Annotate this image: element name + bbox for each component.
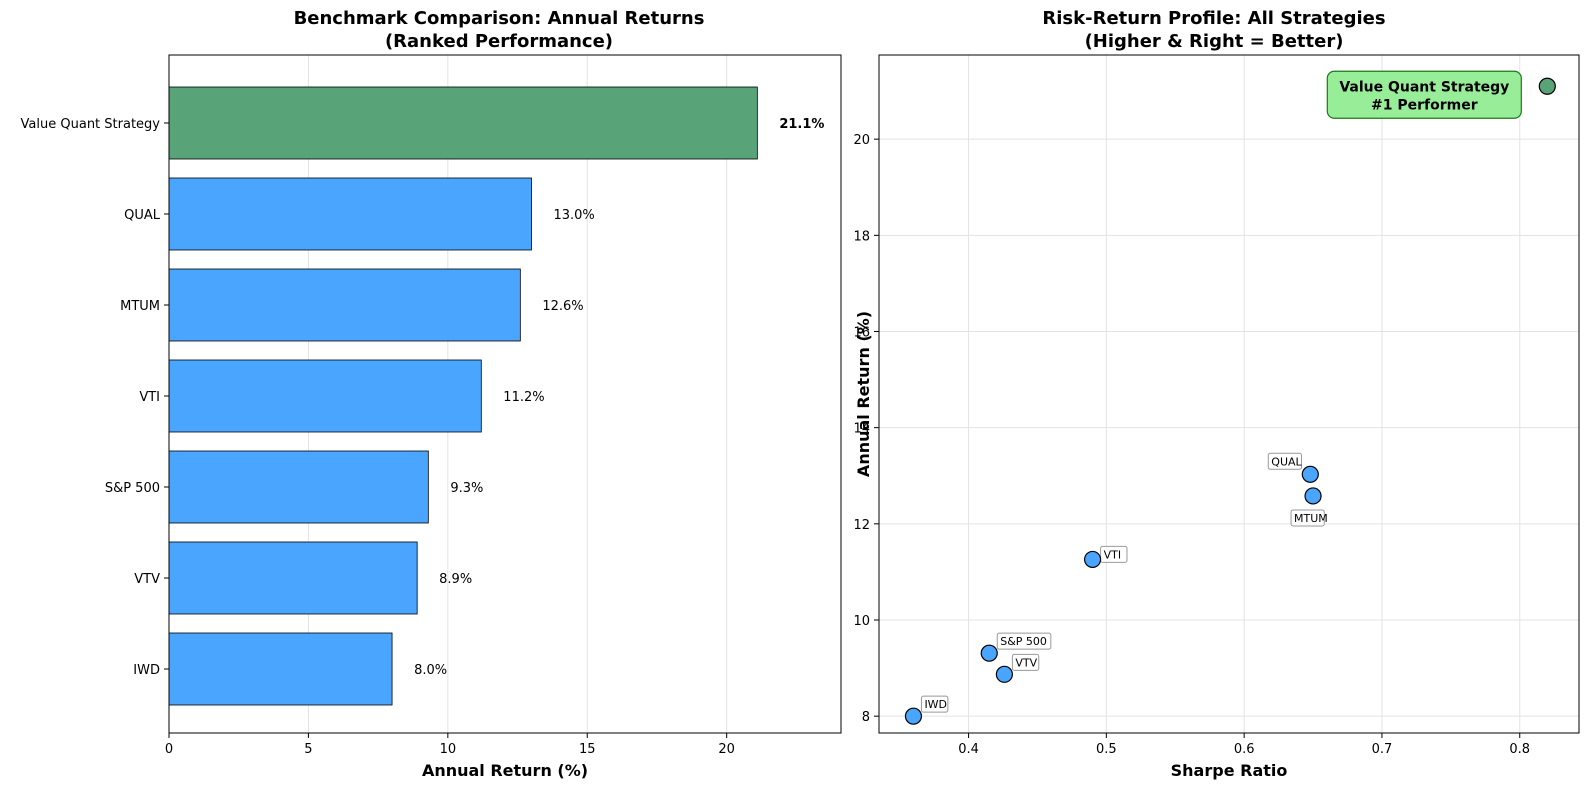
scatter-chart-x-tick-label: 0.7 <box>1372 742 1393 757</box>
bar-value-label: 9.3% <box>450 481 483 496</box>
bar <box>168 86 758 160</box>
bar <box>168 359 482 433</box>
bar <box>168 177 532 251</box>
annotation-text-line1: Value Quant Strategy <box>1339 79 1509 95</box>
scatter-chart-plot-frame <box>878 54 1580 734</box>
scatter-point-label-box <box>996 632 1052 650</box>
bar-chart-x-tick-label: 0 <box>165 742 173 757</box>
scatter-point-label: QUAL <box>1267 452 1303 470</box>
bar-chart-plot-frame <box>168 54 842 734</box>
scatter-chart-y-axis-label: Annual Return (%) <box>854 311 873 477</box>
scatter-chart-y-tick-label: 20 <box>853 133 870 148</box>
scatter-chart-x-tick-label: 0.5 <box>1096 742 1117 757</box>
bar-chart-x-tick-label: 20 <box>718 742 735 757</box>
scatter-point-label: S&P 500 <box>996 632 1052 650</box>
scatter-point-label-text: VTI <box>1104 548 1122 561</box>
scatter-point-label-box <box>920 695 949 713</box>
scatter-point-label-box <box>1011 653 1040 671</box>
bar-value-label: 8.0% <box>414 663 447 678</box>
scatter-chart-title-line2: (Higher & Right = Better) <box>1085 31 1344 52</box>
bar-value-label: 13.0% <box>553 208 594 223</box>
scatter-chart-y-tick-label: 12 <box>853 518 870 533</box>
bar-chart-title-line2: (Ranked Performance) <box>385 31 613 52</box>
scatter-point <box>904 707 923 725</box>
annotation-box <box>1326 70 1522 119</box>
bar-chart-category-label: S&P 500 <box>105 481 160 496</box>
scatter-point-label: VTV <box>1011 653 1040 671</box>
scatter-point <box>1304 487 1322 505</box>
scatter-point-label-box <box>1100 545 1128 563</box>
scatter-point <box>1301 465 1319 483</box>
bar <box>168 450 429 524</box>
bar <box>168 268 521 342</box>
scatter-point-label-text: S&P 500 <box>1000 635 1047 648</box>
annotation-text-line2: #1 Performer <box>1371 97 1478 113</box>
bar-chart-title-line1: Benchmark Comparison: Annual Returns <box>294 8 705 29</box>
scatter-point-label-text: VTV <box>1015 656 1037 669</box>
bar <box>168 632 393 706</box>
bar-value-label: 12.6% <box>542 299 583 314</box>
bar-chart-x-axis-label: Annual Return (%) <box>422 761 588 780</box>
bar-value-label: 21.1% <box>779 117 824 132</box>
bar-chart-x-tick-label: 5 <box>304 742 312 757</box>
bar-chart-category-label: VTI <box>139 390 160 405</box>
scatter-point <box>980 644 998 662</box>
bar-chart-x-tick-label: 10 <box>440 742 457 757</box>
bar-chart-category-label: Value Quant Strategy <box>21 117 161 132</box>
scatter-chart-x-axis-label: Sharpe Ratio <box>1171 761 1288 780</box>
scatter-point-label: VTI <box>1100 545 1128 563</box>
bar-chart-category-label: IWD <box>133 663 160 678</box>
scatter-chart-x-tick-label: 0.4 <box>958 742 979 757</box>
bar-value-label: 8.9% <box>439 572 472 587</box>
scatter-chart-y-tick-label: 16 <box>853 325 870 340</box>
scatter-point-label: IWD <box>920 695 949 713</box>
bar-value-label: 11.2% <box>503 390 544 405</box>
bar-chart-category-label: MTUM <box>120 299 160 314</box>
bar <box>168 541 418 615</box>
scatter-point <box>995 665 1013 683</box>
scatter-point-label: MTUM <box>1290 509 1328 527</box>
scatter-point-label-text: QUAL <box>1271 455 1302 468</box>
scatter-point-label-text: IWD <box>924 698 947 711</box>
scatter-point <box>1538 77 1556 95</box>
scatter-point-label-box <box>1290 509 1325 527</box>
scatter-chart-x-tick-label: 0.6 <box>1234 742 1255 757</box>
scatter-chart-title-line1: Risk-Return Profile: All Strategies <box>1042 8 1385 29</box>
scatter-chart-panel: Risk-Return Profile: All Strategies (Hig… <box>853 8 1580 780</box>
scatter-chart-x-tick-label: 0.8 <box>1509 742 1530 757</box>
scatter-point-label-text: MTUM <box>1294 512 1328 525</box>
bar-chart-panel: Benchmark Comparison: Annual Returns (Ra… <box>21 8 842 780</box>
scatter-chart-y-tick-label: 18 <box>853 229 870 244</box>
bar-chart-category-label: VTV <box>134 572 160 587</box>
scatter-chart-y-tick-label: 14 <box>853 422 870 437</box>
bar-chart-category-label: QUAL <box>124 208 161 223</box>
scatter-point <box>1083 550 1102 569</box>
bar-chart-x-tick-label: 15 <box>579 742 596 757</box>
scatter-point-label-box <box>1267 452 1302 470</box>
scatter-chart-y-tick-label: 10 <box>853 614 870 629</box>
scatter-chart-y-tick-label: 8 <box>862 710 870 725</box>
